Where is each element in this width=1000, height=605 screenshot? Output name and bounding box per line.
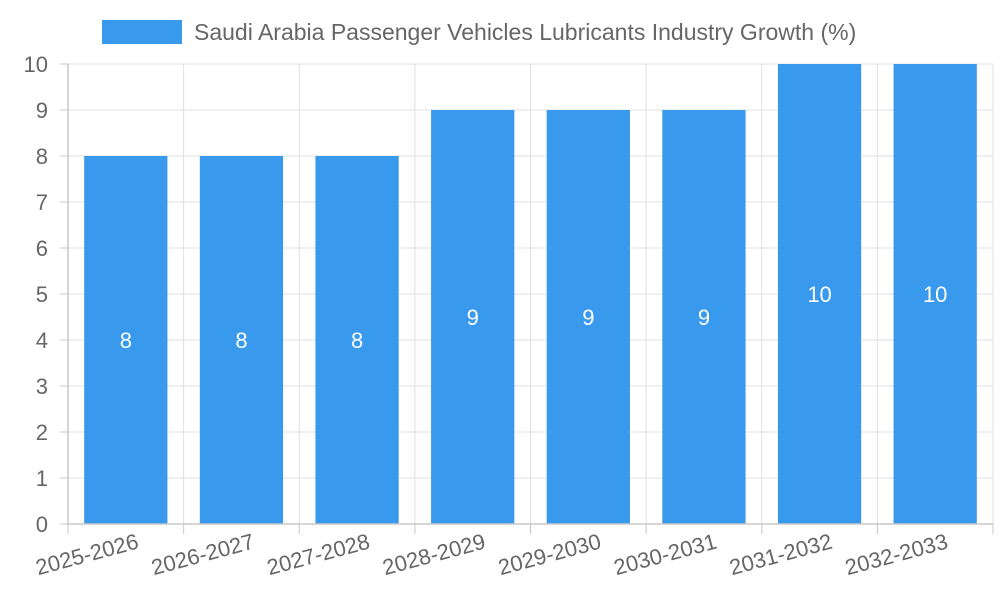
y-tick-label: 10 (24, 52, 48, 77)
x-tick-label: 2027-2028 (264, 529, 372, 580)
x-tick-label: 2031-2032 (727, 529, 835, 580)
bar-value-label: 9 (698, 305, 710, 330)
y-tick-label: 6 (36, 236, 48, 261)
bar-value-label: 8 (120, 328, 132, 353)
bar-value-label: 9 (467, 305, 479, 330)
bar-value-label: 8 (351, 328, 363, 353)
y-tick-label: 2 (36, 420, 48, 445)
legend-swatch[interactable] (102, 20, 182, 44)
bar-value-label: 8 (235, 328, 247, 353)
bar-2031-2032[interactable] (777, 64, 862, 524)
x-tick-label: 2032-2033 (842, 529, 950, 580)
y-tick-label: 1 (36, 466, 48, 491)
bars-group: 8 8 8 9 9 9 10 10 (84, 64, 977, 524)
x-tick-label: 2029-2030 (496, 529, 604, 580)
bar-2025-2026[interactable] (84, 156, 168, 524)
y-tick-label: 7 (36, 190, 48, 215)
bar-2029-2030[interactable] (546, 110, 630, 524)
bar-2026-2027[interactable] (199, 156, 284, 524)
y-tick-label: 8 (36, 144, 48, 169)
legend[interactable]: Saudi Arabia Passenger Vehicles Lubrican… (102, 19, 856, 45)
y-tick-label: 3 (36, 374, 48, 399)
x-tick-label: 2028-2029 (380, 529, 488, 580)
bar-2027-2028[interactable] (315, 156, 399, 524)
bar-2028-2029[interactable] (431, 110, 515, 524)
x-tick-label: 2030-2031 (611, 529, 719, 580)
x-tick-label: 2025-2026 (33, 529, 141, 580)
y-tick-label: 4 (36, 328, 48, 353)
bar-value-label: 9 (582, 305, 594, 330)
bar-2030-2031[interactable] (662, 110, 746, 524)
legend-label[interactable]: Saudi Arabia Passenger Vehicles Lubrican… (194, 19, 856, 45)
bar-value-label: 10 (923, 282, 947, 307)
y-tick-label: 9 (36, 98, 48, 123)
x-tick-label: 2026-2027 (149, 529, 257, 580)
bar-value-label: 10 (807, 282, 831, 307)
y-tick-label: 5 (36, 282, 48, 307)
bar-2032-2033[interactable] (893, 64, 977, 524)
y-tick-label: 0 (36, 512, 48, 537)
